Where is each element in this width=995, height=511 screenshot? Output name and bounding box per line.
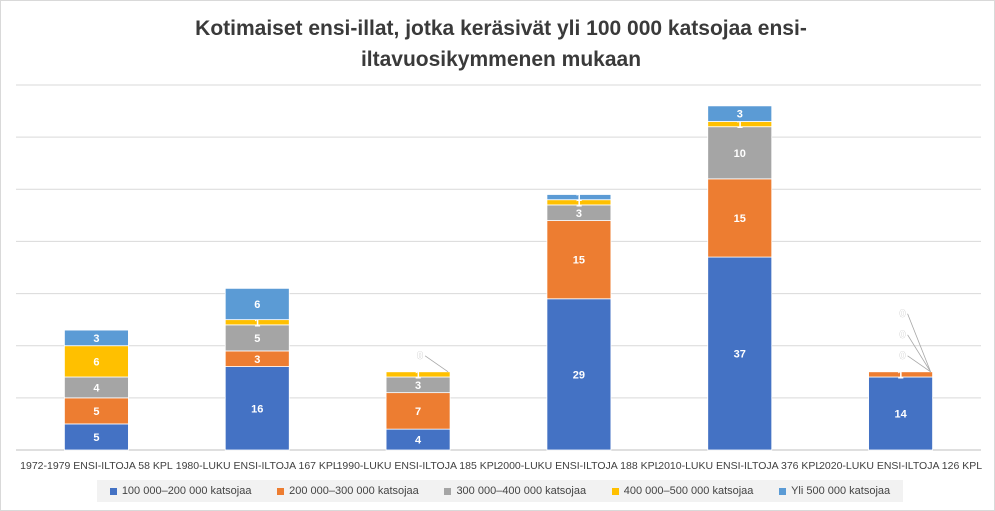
data-label: 1	[737, 119, 743, 131]
data-label: 3	[576, 208, 582, 220]
legend-label: 100 000–200 000 katsojaa	[121, 485, 252, 497]
bar-segment	[385, 371, 451, 378]
bar-segment	[64, 423, 129, 451]
category-label: 2000-LUKU ENSI-ILTOJA 188 KPL	[497, 460, 660, 472]
data-label: 6	[254, 299, 260, 311]
legend-item: 300 000–400 000 katsojaa	[444, 485, 586, 497]
bar-segment	[64, 397, 129, 425]
data-label: 3	[737, 109, 743, 121]
bar-segment	[707, 178, 773, 258]
legend-item: Yli 500 000 katsojaa	[779, 485, 890, 497]
legend-item: 400 000–500 000 katsojaa	[611, 485, 754, 497]
data-label: 3	[93, 333, 99, 345]
bar-segment	[546, 298, 612, 451]
data-label: 4	[93, 382, 100, 394]
data-label: 15	[734, 213, 746, 225]
legend-swatch	[277, 487, 285, 495]
data-label: 10	[734, 148, 746, 160]
bar-segment	[385, 392, 451, 430]
data-label: 5	[93, 432, 99, 444]
data-label: 29	[573, 369, 585, 381]
data-label: 15	[573, 255, 585, 267]
data-label: 3	[254, 354, 260, 366]
bar-segment	[224, 366, 290, 451]
data-label: 1	[898, 369, 904, 381]
data-label: 14	[894, 409, 907, 421]
data-label: 37	[734, 349, 746, 361]
bar-segment	[546, 194, 612, 201]
category-label: 1980-LUKU ENSI-ILTOJA 167 KPL	[176, 460, 339, 472]
data-label: 1	[576, 197, 582, 209]
leader-line	[907, 334, 931, 372]
bar-segment	[546, 220, 612, 300]
legend-swatch	[109, 487, 117, 495]
data-label-zero: 0	[900, 329, 906, 341]
data-label: 7	[415, 406, 421, 418]
bar-segment	[707, 126, 773, 180]
bar-segment	[868, 371, 933, 378]
category-label: 1990-LUKU ENSI-ILTOJA 185 KPL	[337, 460, 500, 472]
chart-legend: 100 000–200 000 katsojaa 200 000–300 000 …	[97, 480, 903, 502]
legend-item: 100 000–200 000 katsojaa	[109, 485, 252, 497]
data-label: 5	[93, 406, 99, 418]
legend-label: 400 000–500 000 katsojaa	[623, 485, 754, 497]
data-label: 4	[415, 435, 422, 447]
chart-title: Kotimaiset ensi-illat, jotka keräsivät y…	[195, 17, 807, 71]
bar-segment	[868, 376, 933, 451]
data-label: 1	[576, 192, 582, 204]
category-label: 2020-LUKU ENSI-ILTOJA 126 KPL	[819, 460, 982, 472]
leader-line	[907, 313, 931, 372]
data-label: 3	[415, 380, 421, 392]
legend-label: 300 000–400 000 katsojaa	[456, 485, 587, 497]
data-label: 5	[254, 333, 260, 345]
data-label: 6	[93, 356, 99, 368]
legend-item: 200 000–300 000 katsojaa	[277, 485, 419, 497]
legend-label: Yli 500 000 katsojaa	[791, 485, 891, 497]
leader-line	[424, 355, 449, 373]
bar-segment	[64, 345, 129, 378]
data-label: 1	[254, 317, 260, 329]
legend-label: 200 000–300 000 katsojaa	[289, 485, 419, 497]
data-label: 16	[251, 403, 263, 415]
data-label-zero: 0	[900, 350, 906, 362]
bar-segment	[707, 105, 773, 122]
legend-swatch	[779, 487, 787, 495]
leader-line	[907, 355, 931, 373]
bar-segment	[64, 329, 129, 347]
legend-swatch	[611, 487, 619, 495]
bar-segment	[224, 287, 290, 321]
data-label: 1	[415, 369, 421, 381]
category-label: 1972-1979 ENSI-ILTOJA 58 KPL	[20, 460, 173, 472]
data-label-zero: 0	[900, 308, 906, 320]
category-label: 2010-LUKU ENSI-ILTOJA 376 KPL	[658, 460, 821, 472]
bar-segment	[707, 256, 773, 451]
legend-swatch	[444, 487, 452, 495]
data-label-zero: 0	[417, 350, 423, 362]
bar-segment	[224, 324, 290, 352]
